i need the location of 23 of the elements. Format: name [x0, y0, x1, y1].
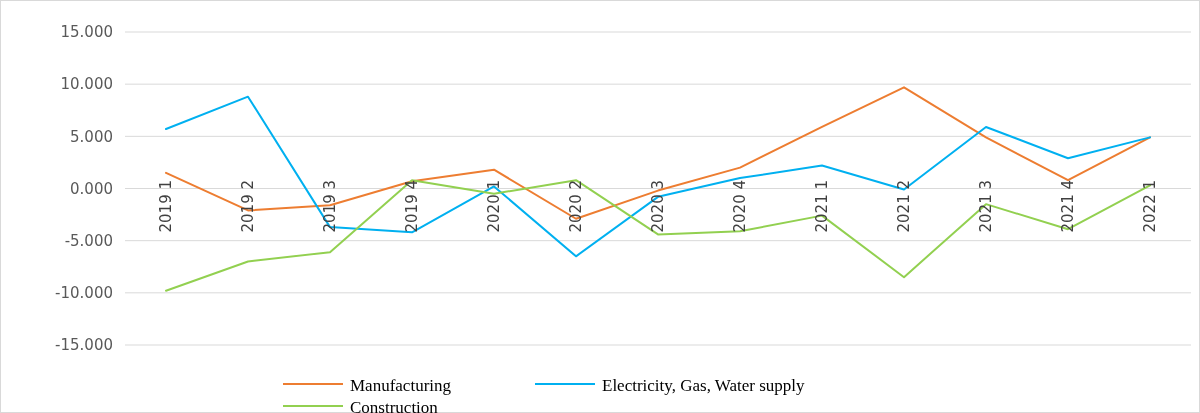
y-tick-label: 5.000 [70, 127, 113, 146]
y-tick-label: 15.000 [60, 23, 113, 42]
x-tick-label: 2019 2 [239, 180, 257, 233]
legend-label: Manufacturing [350, 375, 452, 395]
x-tick-label: 2020 2 [567, 180, 585, 233]
y-tick-label: 0.000 [70, 179, 113, 198]
x-tick-label: 2020 1 [485, 180, 503, 233]
x-tick-label: 2019 1 [157, 180, 175, 233]
x-tick-label: 2021 2 [895, 180, 913, 233]
x-tick-label: 2020 4 [731, 180, 749, 233]
y-tick-label: -5.000 [64, 231, 113, 250]
legend-label: Construction [350, 397, 439, 413]
legend-label: Electricity, Gas, Water supply [602, 375, 806, 395]
x-tick-label: 2020 3 [649, 180, 667, 233]
x-tick-label: 2022 1 [1141, 180, 1159, 233]
x-tick-label: 2021 1 [813, 180, 831, 233]
x-tick-label: 2021 3 [977, 180, 995, 233]
y-tick-label: 10.000 [60, 75, 113, 94]
y-tick-label: -10.000 [55, 284, 113, 303]
y-tick-label: -15.000 [55, 336, 113, 355]
x-tick-label: 2019 3 [321, 180, 339, 233]
x-tick-label: 2019 4 [403, 180, 421, 233]
x-tick-label: 2021 4 [1059, 180, 1077, 233]
